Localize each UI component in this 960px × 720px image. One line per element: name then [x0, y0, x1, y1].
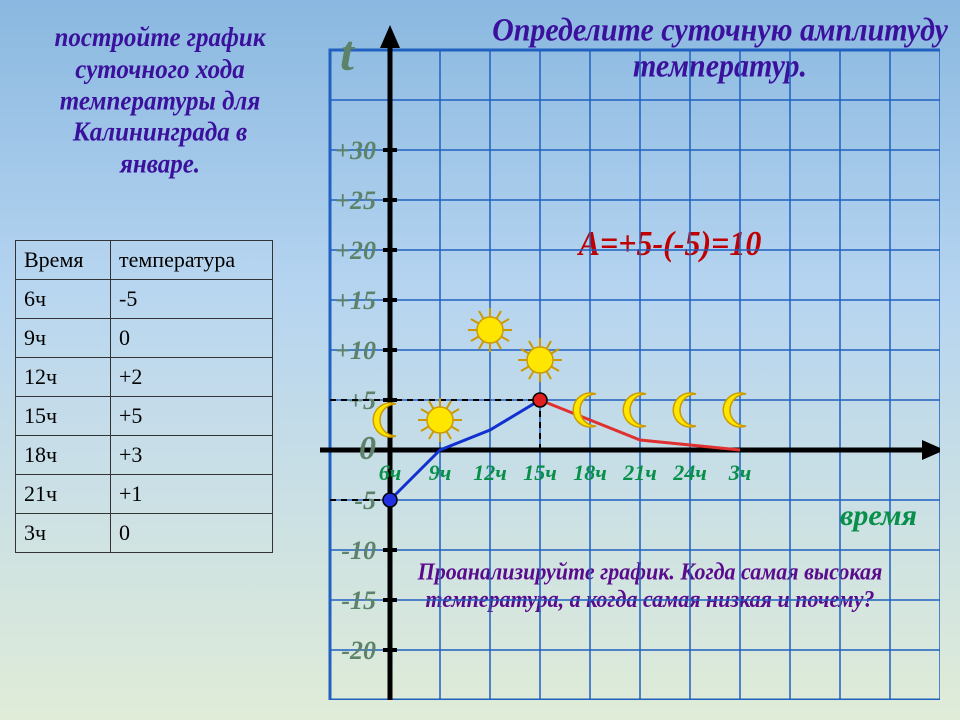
- svg-text:21ч: 21ч: [622, 460, 657, 485]
- title-left: постройте график суточного хода температ…: [30, 23, 290, 181]
- table-row: Времятемпература: [16, 241, 273, 280]
- table-row: 18ч+3: [16, 436, 273, 475]
- svg-text:-10: -10: [341, 536, 376, 565]
- page: постройте график суточного хода температ…: [0, 0, 960, 720]
- table-row: 21ч+1: [16, 475, 273, 514]
- table-header: Время: [16, 241, 111, 280]
- svg-text:24ч: 24ч: [672, 460, 707, 485]
- svg-text:t: t: [340, 25, 356, 81]
- svg-text:18ч: 18ч: [573, 460, 607, 485]
- table-row: 9ч0: [16, 319, 273, 358]
- svg-text:+15: +15: [335, 286, 376, 315]
- svg-text:-20: -20: [341, 636, 376, 665]
- svg-text:15ч: 15ч: [523, 460, 557, 485]
- table-row: 12ч+2: [16, 358, 273, 397]
- svg-text:+20: +20: [335, 236, 376, 265]
- svg-text:+30: +30: [335, 136, 376, 165]
- svg-text:3ч: 3ч: [728, 460, 752, 485]
- temperature-chart: +30+25+20+15+10+50-5-10-15-206ч9ч12ч15ч1…: [300, 20, 940, 700]
- svg-text:-15: -15: [341, 586, 376, 615]
- svg-text:12ч: 12ч: [473, 460, 507, 485]
- svg-text:6ч: 6ч: [379, 460, 402, 485]
- svg-text:0: 0: [359, 430, 376, 467]
- svg-text:время: время: [840, 499, 917, 532]
- table-header: температура: [111, 241, 273, 280]
- svg-text:9ч: 9ч: [429, 460, 452, 485]
- table-row: 6ч-5: [16, 280, 273, 319]
- table-row: 15ч+5: [16, 397, 273, 436]
- data-table: Времятемпература 6ч-5 9ч0 12ч+2 15ч+5 18…: [15, 240, 273, 553]
- svg-text:+25: +25: [335, 186, 376, 215]
- svg-text:+10: +10: [335, 336, 376, 365]
- table-row: 3ч0: [16, 514, 273, 553]
